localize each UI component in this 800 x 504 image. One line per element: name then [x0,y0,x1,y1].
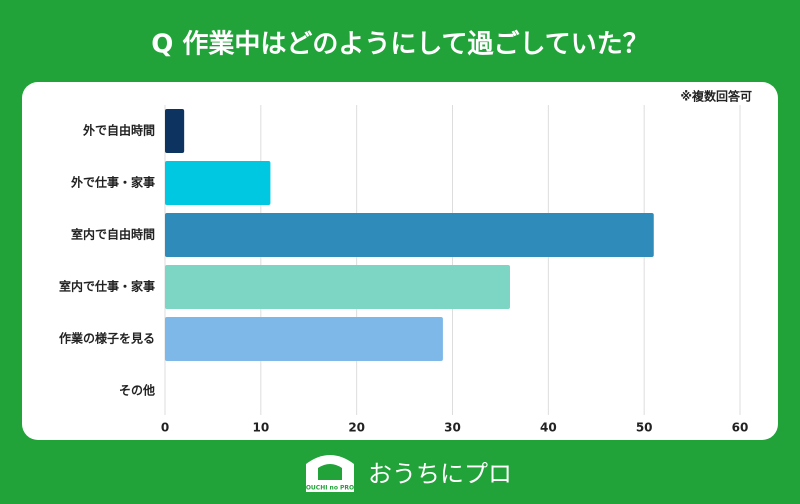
y-tick-label: 室内で仕事・家事 [59,279,155,294]
bar [165,213,654,257]
chart-title: Q 作業中はどのようにして過ごしていた？ [151,29,649,60]
logo-text: おうちにプロ [368,460,512,488]
note: ※複数回答可 [680,89,752,104]
y-tick-label: 外で自由時間 [83,123,155,138]
bar [165,317,443,361]
x-tick-label: 20 [348,421,365,435]
y-tick-label: その他 [119,383,155,398]
x-tick-label: 50 [636,421,653,435]
bar [165,265,510,309]
x-tick-label: 10 [252,421,269,435]
bar [165,109,185,153]
logo: OUCHI no PRO おうちにプロ [306,455,512,492]
x-tick-label: 60 [732,421,749,435]
y-tick-label: 作業の様子を見る [59,331,155,346]
x-tick-label: 0 [161,421,169,435]
bar [165,161,271,205]
x-tick-label: 30 [444,421,461,435]
y-tick-label: 外で仕事・家事 [71,175,155,190]
logo-icon-text: OUCHI no PRO [306,485,354,492]
y-tick-label: 室内で自由時間 [71,227,155,242]
x-tick-label: 40 [540,421,557,435]
logo-door [318,464,342,480]
